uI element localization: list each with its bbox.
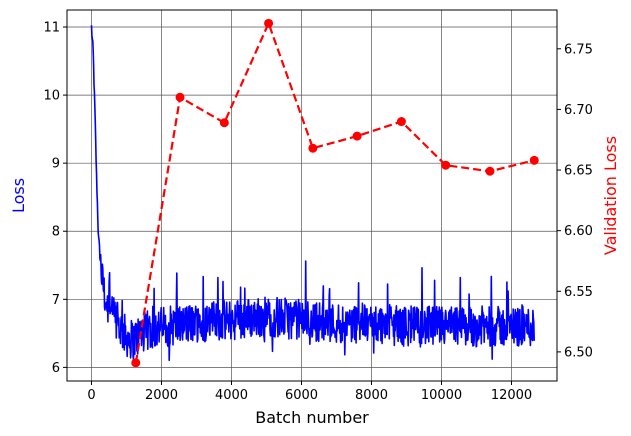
left-y-tick-label: 10 <box>43 89 60 104</box>
validation-loss-point <box>175 92 185 102</box>
left-y-tick-label: 8 <box>52 225 60 240</box>
x-axis-label: Batch number <box>255 408 369 427</box>
x-tick-label: 12000 <box>491 388 532 403</box>
right-y-tick-label: 6.70 <box>564 103 593 118</box>
validation-loss-point <box>352 131 362 141</box>
validation-loss-point <box>131 358 141 368</box>
left-y-axis-ticks: 6 7 8 9 10 11 <box>43 21 67 376</box>
grid-lines <box>67 10 557 381</box>
validation-loss-point <box>396 117 406 127</box>
x-tick-label: 6000 <box>285 388 318 403</box>
right-y-tick-label: 6.75 <box>564 42 593 57</box>
validation-loss-point <box>264 18 274 28</box>
validation-loss-line <box>134 20 535 363</box>
validation-loss-point <box>441 160 451 170</box>
left-y-tick-label: 7 <box>52 293 60 308</box>
left-y-tick-label: 9 <box>52 157 60 172</box>
plot-frame <box>66 9 558 382</box>
training-loss-line <box>90 25 535 362</box>
right-y-axis-ticks: 6.50 6.55 6.60 6.65 6.70 6.75 <box>557 42 593 360</box>
right-y-tick-label: 6.55 <box>564 285 593 300</box>
x-tick-label: 0 <box>87 388 95 403</box>
training-loss-series <box>90 25 535 362</box>
validation-loss-point <box>219 118 229 128</box>
right-y-axis-label: Validation Loss <box>601 136 620 255</box>
validation-loss-series <box>131 18 539 368</box>
right-y-tick-label: 6.50 <box>564 345 593 360</box>
x-tick-label: 4000 <box>215 388 248 403</box>
x-axis-ticks: 0 2000 4000 6000 8000 10000 12000 <box>87 381 532 403</box>
validation-loss-point <box>529 155 539 165</box>
right-y-tick-label: 6.65 <box>564 164 593 179</box>
left-y-tick-label: 11 <box>43 21 60 36</box>
left-y-tick-label: 6 <box>52 361 60 376</box>
x-tick-label: 8000 <box>355 388 388 403</box>
validation-loss-point <box>485 166 495 176</box>
right-y-tick-label: 6.60 <box>564 224 593 239</box>
left-y-axis-label: Loss <box>9 178 28 213</box>
x-tick-label: 10000 <box>421 388 462 403</box>
validation-loss-point <box>308 143 318 153</box>
x-tick-label: 2000 <box>145 388 178 403</box>
